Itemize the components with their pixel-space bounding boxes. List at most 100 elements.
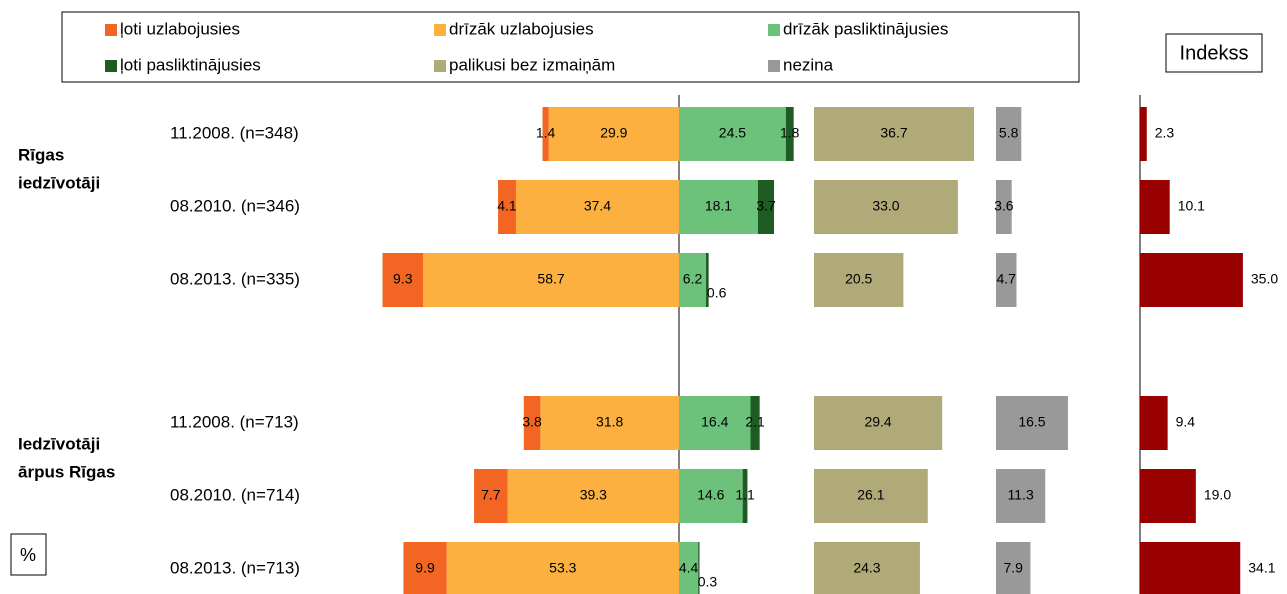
bar-segment — [507, 469, 679, 523]
index-bar — [1140, 396, 1168, 450]
index-label: 34.1 — [1248, 560, 1275, 576]
data-label: 20.5 — [845, 271, 872, 287]
bar-segment — [423, 253, 679, 307]
bar-segment — [750, 396, 760, 450]
data-label: 24.5 — [719, 125, 746, 141]
legend-label: ļoti uzlabojusies — [120, 19, 240, 38]
legend-swatch — [434, 60, 446, 72]
legend-box — [61, 11, 1080, 83]
index-title: Indekss — [1180, 42, 1249, 64]
bar-segment — [679, 107, 786, 161]
data-label: 5.8 — [999, 125, 1019, 141]
data-label: 6.2 — [683, 271, 703, 287]
group-label: Iedzīvotāji ārpus Rīgas — [18, 435, 115, 482]
index-bar — [1140, 542, 1241, 594]
index-label: 9.4 — [1176, 414, 1196, 430]
bar-segment — [679, 396, 751, 450]
data-label: 2.1 — [745, 414, 765, 430]
data-label: 3.7 — [756, 198, 776, 214]
data-label: 1.4 — [536, 125, 556, 141]
index-bar — [1140, 469, 1196, 523]
data-label: 1.1 — [735, 487, 755, 503]
unit-box — [10, 533, 47, 576]
bar-segment — [679, 253, 707, 307]
bar-segment — [698, 542, 700, 594]
legend-swatch — [105, 60, 117, 72]
index-label: 2.3 — [1155, 125, 1175, 141]
legend-swatch — [105, 24, 117, 36]
unit-label: % — [20, 545, 36, 565]
legend-label: nezina — [783, 55, 834, 74]
bar-segment — [742, 469, 748, 523]
bar-segment — [474, 469, 508, 523]
data-label: 24.3 — [853, 560, 880, 576]
data-label: 14.6 — [697, 487, 724, 503]
category-label: 08.2013. (n=335) — [170, 269, 300, 288]
bar-segment — [446, 542, 679, 594]
bar-segment — [996, 253, 1017, 307]
bar-segment — [814, 180, 958, 234]
legend-label: palikusi bez izmaiņām — [449, 55, 615, 74]
data-label: 16.4 — [701, 414, 728, 430]
category-label: 08.2010. (n=346) — [170, 196, 300, 215]
data-label: 3.6 — [994, 198, 1014, 214]
bar-segment — [814, 542, 920, 594]
bar-segment — [814, 107, 975, 161]
data-label: 7.7 — [481, 487, 501, 503]
bar-segment — [679, 542, 699, 594]
category-label: 08.2013. (n=713) — [170, 558, 300, 577]
bar-segment — [542, 107, 549, 161]
data-label: 9.9 — [415, 560, 435, 576]
category-label: 08.2010. (n=714) — [170, 485, 300, 504]
bar-segment — [403, 542, 447, 594]
index-title-box — [1165, 33, 1263, 73]
data-label: 39.3 — [580, 487, 607, 503]
data-label: 4.1 — [497, 198, 517, 214]
index-bar — [1140, 180, 1170, 234]
category-label: 11.2008. (n=713) — [170, 412, 299, 431]
data-label: 4.4 — [679, 560, 699, 576]
bar-segment — [540, 396, 679, 450]
bar-segment — [679, 180, 758, 234]
legend-label: drīzāk uzlabojusies — [449, 19, 594, 38]
data-label: 26.1 — [857, 487, 884, 503]
bar-segment — [996, 180, 1012, 234]
data-label: 0.6 — [707, 285, 727, 301]
bar-segment — [814, 396, 943, 450]
group-label: Rīgas iedzīvotāji — [18, 146, 100, 193]
data-label: 1.8 — [780, 125, 800, 141]
bar-segment — [679, 469, 743, 523]
data-label: 3.8 — [522, 414, 542, 430]
data-label: 9.3 — [393, 271, 413, 287]
bar-segment — [996, 107, 1022, 161]
data-label: 4.7 — [997, 271, 1017, 287]
index-label: 10.1 — [1178, 198, 1205, 214]
data-label: 16.5 — [1018, 414, 1045, 430]
data-label: 7.9 — [1003, 560, 1023, 576]
bar-segment — [814, 253, 904, 307]
bar-segment — [996, 469, 1046, 523]
data-label: 37.4 — [584, 198, 611, 214]
bar-segment — [523, 396, 541, 450]
data-label: 18.1 — [705, 198, 732, 214]
data-label: 36.7 — [880, 125, 907, 141]
legend-swatch — [434, 24, 446, 36]
legend-label: ļoti pasliktinājusies — [120, 55, 261, 74]
data-label: 29.4 — [864, 414, 891, 430]
bar-segment — [785, 107, 794, 161]
data-label: 0.3 — [698, 574, 718, 590]
data-label: 11.3 — [1008, 487, 1034, 503]
bar-segment — [382, 253, 424, 307]
data-label: 31.8 — [596, 414, 623, 430]
bar-segment — [996, 542, 1031, 594]
data-label: 33.0 — [872, 198, 899, 214]
index-label: 35.0 — [1251, 271, 1278, 287]
bar-segment — [814, 469, 928, 523]
bar-segment — [515, 180, 679, 234]
bar-segment — [996, 396, 1068, 450]
index-bar — [1140, 253, 1243, 307]
bar-segment — [757, 180, 775, 234]
data-label: 58.7 — [537, 271, 564, 287]
bar-segment — [548, 107, 679, 161]
legend-swatch — [768, 60, 780, 72]
